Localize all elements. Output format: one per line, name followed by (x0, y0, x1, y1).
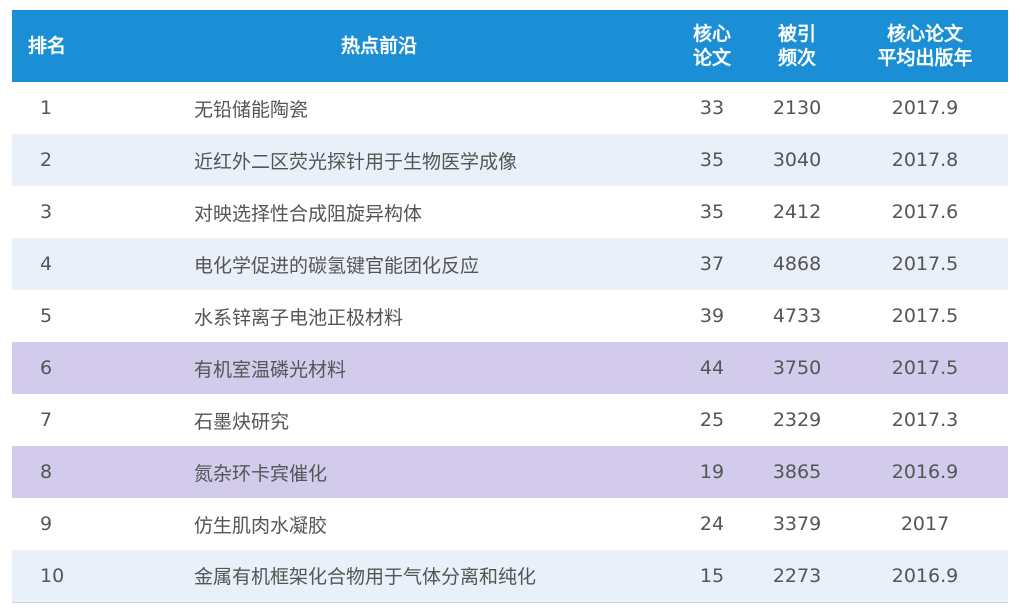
header-citations: 被引 频次 (752, 10, 842, 82)
cell-topic: 金属有机框架化合物用于气体分离和纯化 (194, 566, 537, 589)
header-avg-year: 核心论文 平均出版年 (842, 10, 1008, 82)
cell-rank: 5 (40, 305, 53, 327)
table-row: 3 对映选择性合成阻旋异构体 35 2412 2017.6 (12, 186, 1008, 238)
header-core-papers: 核心 论文 (672, 10, 752, 82)
cell-avg-year: 2017.8 (891, 149, 959, 171)
cell-rank: 7 (40, 409, 53, 431)
table-row: 2 近红外二区荧光探针用于生物医学成像 35 3040 2017.8 (12, 134, 1008, 186)
cell-core-papers: 15 (699, 564, 725, 587)
cell-core-papers: 37 (699, 253, 725, 275)
cell-topic: 氮杂环卡宾催化 (194, 462, 328, 485)
cell-citations: 3040 (772, 149, 822, 171)
cell-rank: 1 (40, 97, 53, 119)
table-row-highlighted: 6 有机室温磷光材料 44 3750 2017.5 (12, 342, 1008, 394)
cell-avg-year: 2017.5 (891, 253, 959, 275)
cell-topic: 无铅储能陶瓷 (194, 98, 309, 121)
cell-topic: 水系锌离子电池正极材料 (194, 306, 404, 329)
cell-rank: 10 (40, 564, 65, 587)
header-year-line2: 平均出版年 (877, 47, 973, 69)
table-row: 10 金属有机框架化合物用于气体分离和纯化 15 2273 2016.9 (12, 550, 1008, 602)
cell-topic: 石墨炔研究 (194, 410, 290, 433)
cell-citations: 2273 (772, 564, 822, 587)
table-row: 9 仿生肌肉水凝胶 24 3379 2017 (12, 498, 1008, 550)
cell-avg-year: 2017 (900, 513, 950, 535)
table-row: 4 电化学促进的碳氢键官能团化反应 37 4868 2017.5 (12, 238, 1008, 290)
header-row: 排名 热点前沿 核心 论文 被引 频次 核心论文 平均出版年 (12, 10, 1008, 82)
cell-rank: 2 (40, 149, 53, 171)
header-core-line2: 论文 (692, 47, 731, 69)
table-body: 1 无铅储能陶瓷 33 2130 2017.9 2 近红外二区荧光探针用于生物医… (12, 82, 1008, 602)
cell-rank: 4 (40, 253, 53, 275)
cell-citations: 3865 (772, 461, 822, 483)
table-row: 5 水系锌离子电池正极材料 39 4733 2017.5 (12, 290, 1008, 342)
cell-topic: 仿生肌肉水凝胶 (194, 514, 328, 537)
table-row: 7 石墨炔研究 25 2329 2017.3 (12, 394, 1008, 446)
cell-topic: 有机室温磷光材料 (194, 358, 347, 381)
cell-rank: 8 (40, 461, 53, 483)
table-row: 1 无铅储能陶瓷 33 2130 2017.9 (12, 82, 1008, 134)
cell-core-papers: 39 (699, 305, 725, 327)
cell-core-papers: 44 (699, 357, 725, 379)
cell-rank: 9 (40, 513, 53, 535)
cell-core-papers: 35 (699, 201, 725, 223)
cell-avg-year: 2016.9 (891, 564, 959, 587)
cell-topic: 对映选择性合成阻旋异构体 (194, 202, 423, 225)
header-cite-line2: 频次 (777, 47, 816, 69)
header-rank: 排名 (28, 35, 67, 57)
cell-avg-year: 2017.9 (891, 97, 959, 119)
header-cite-line1: 被引 (777, 23, 816, 45)
cell-citations: 2412 (772, 201, 822, 223)
cell-citations: 3750 (772, 357, 822, 379)
header-core-line1: 核心 (692, 23, 731, 45)
cell-avg-year: 2017.3 (891, 409, 959, 431)
header-year-line1: 核心论文 (886, 23, 963, 45)
table-row-highlighted: 8 氮杂环卡宾催化 19 3865 2016.9 (12, 446, 1008, 498)
cell-rank: 6 (40, 357, 53, 379)
cell-citations: 2329 (772, 409, 822, 431)
header-topic: 热点前沿 (340, 35, 417, 57)
cell-citations: 4733 (772, 305, 822, 327)
cell-rank: 3 (40, 201, 53, 223)
cell-avg-year: 2017.5 (891, 305, 959, 327)
cell-citations: 2130 (772, 97, 822, 119)
cell-topic: 近红外二区荧光探针用于生物医学成像 (194, 150, 518, 173)
cell-core-papers: 19 (699, 461, 725, 483)
hot-fronts-table: 排名 热点前沿 核心 论文 被引 频次 核心论文 平均出版年 1 无铅储能陶 (12, 10, 1008, 603)
cell-avg-year: 2017.6 (891, 201, 959, 223)
cell-core-papers: 24 (699, 513, 725, 535)
cell-core-papers: 35 (699, 149, 725, 171)
cell-core-papers: 25 (699, 409, 725, 431)
cell-avg-year: 2017.5 (891, 357, 959, 379)
table-header: 排名 热点前沿 核心 论文 被引 频次 核心论文 平均出版年 (12, 10, 1008, 82)
cell-core-papers: 33 (699, 97, 725, 119)
cell-citations: 3379 (772, 513, 822, 535)
cell-topic: 电化学促进的碳氢键官能团化反应 (194, 254, 480, 277)
cell-citations: 4868 (772, 253, 822, 275)
cell-avg-year: 2016.9 (891, 461, 959, 483)
